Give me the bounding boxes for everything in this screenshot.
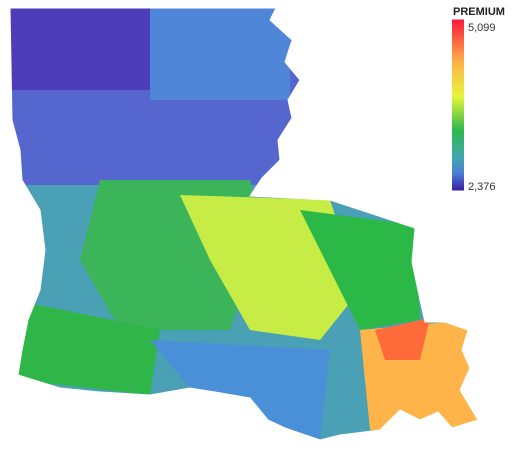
legend-max-label: 5,099	[468, 22, 496, 34]
legend-title: PREMIUM	[453, 6, 505, 18]
legend-min-label: 2,376	[468, 181, 496, 193]
state-outline	[9, 7, 479, 441]
legend-gradient	[452, 20, 464, 190]
